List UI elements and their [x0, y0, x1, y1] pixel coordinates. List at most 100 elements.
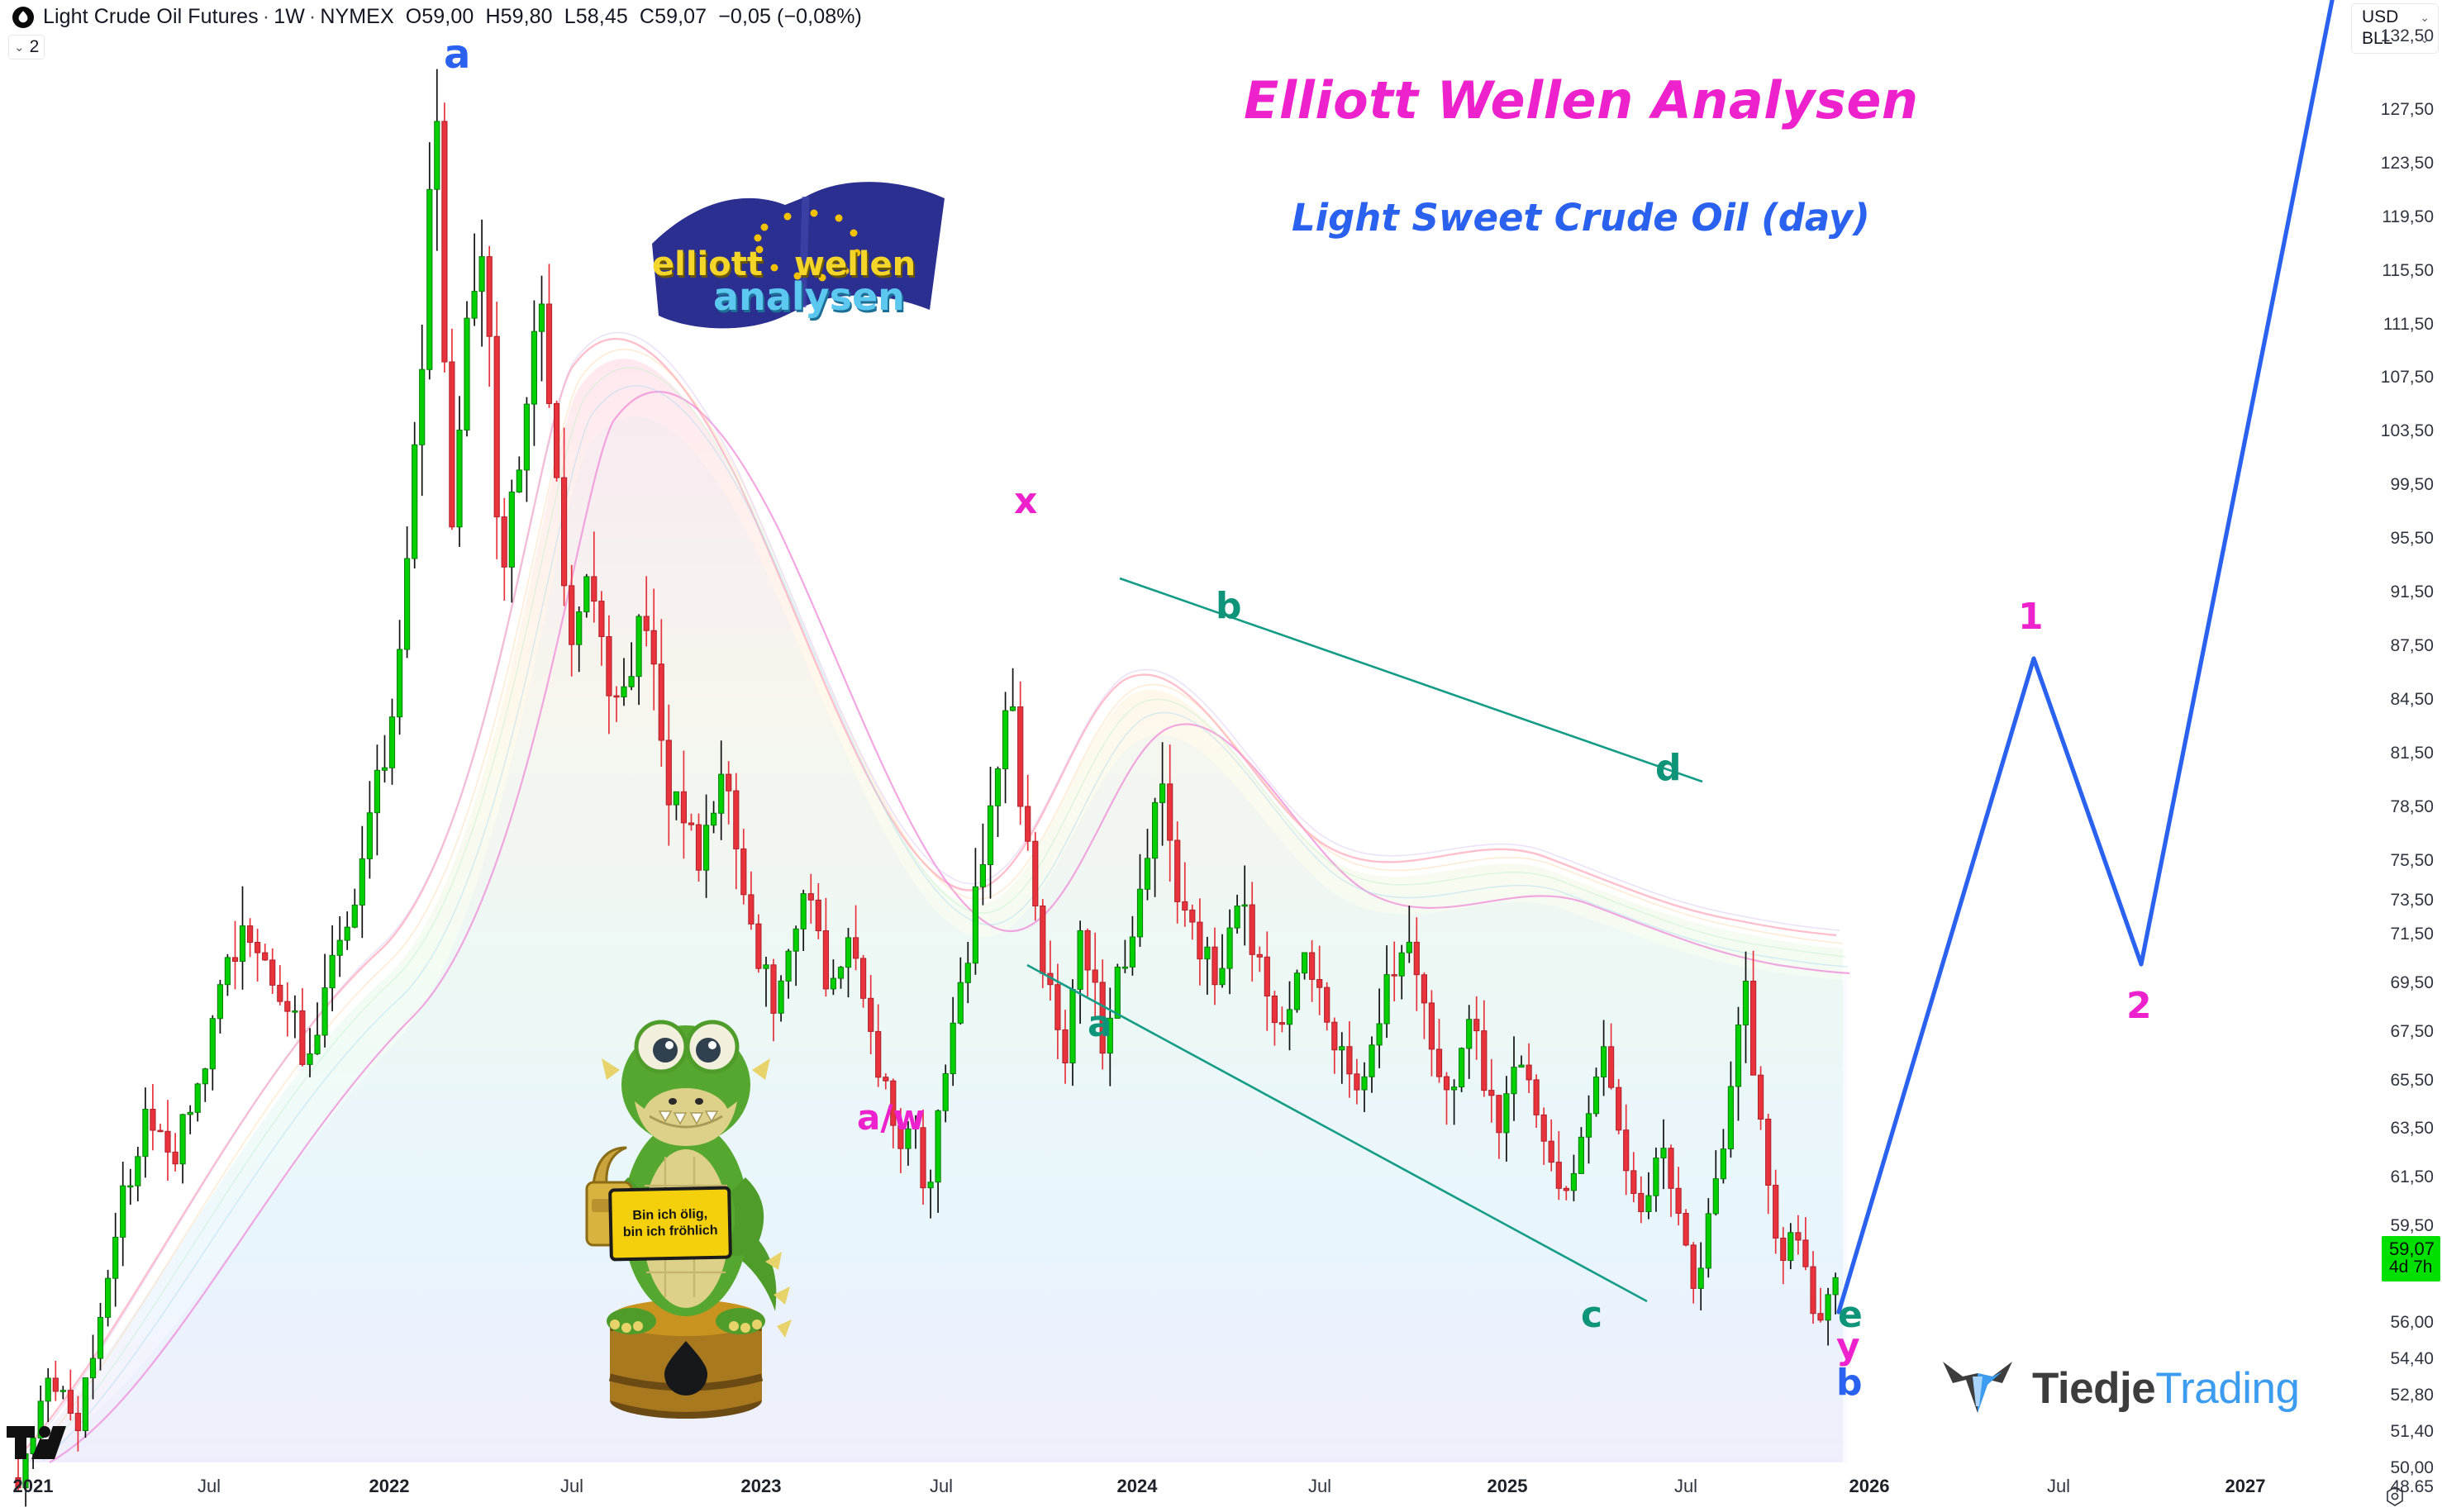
- symbol-info-line[interactable]: Light Crude Oil Futures · 1W · NYMEX O59,00 H…: [43, 5, 862, 29]
- logo-word-elliott: elliott: [652, 245, 763, 283]
- price-tick: 132,50: [2380, 26, 2434, 45]
- price-tick: 52,80: [2390, 1386, 2434, 1405]
- wave-label-c[interactable]: c: [1581, 1294, 1603, 1336]
- interval[interactable]: 1W: [274, 5, 305, 28]
- wave-label-e[interactable]: e: [1838, 1294, 1863, 1336]
- current-price-badge: 59,07 4d 7h: [2381, 1236, 2440, 1281]
- low-label: L: [564, 5, 576, 28]
- page-title: Elliott Wellen Analysen: [1244, 70, 1919, 131]
- time-tick: Jul: [1307, 1476, 1332, 1496]
- price-tick: 115,50: [2382, 261, 2434, 280]
- wave-label-1[interactable]: 1: [2018, 596, 2044, 638]
- price-tick: 84,50: [2390, 690, 2434, 709]
- tiedje-name-blue: Trading: [2155, 1363, 2300, 1413]
- time-tick: Jul: [2046, 1476, 2071, 1496]
- trendline-lower-a-c[interactable]: [1026, 963, 1648, 1303]
- chevron-down-icon[interactable]: ⌄: [2420, 31, 2430, 45]
- high-label: H: [485, 5, 501, 28]
- wave-label-2[interactable]: 2: [2126, 985, 2152, 1027]
- price-tick: 111,50: [2382, 315, 2434, 334]
- high-value: 59,80: [500, 5, 553, 28]
- wave-label-b-bottom[interactable]: b: [1836, 1362, 1863, 1404]
- trendline-upper-b-d[interactable]: [1119, 577, 1703, 783]
- bar-countdown: 4d 7h: [2388, 1258, 2433, 1277]
- price-tick: 71,50: [2390, 925, 2434, 944]
- time-tick: Jul: [1673, 1476, 1698, 1496]
- chevron-down-icon[interactable]: ⌄: [2420, 10, 2430, 24]
- price-tick: 69,50: [2390, 973, 2434, 992]
- chart-plot-area[interactable]: [0, 0, 2347, 1507]
- time-tick: Jul: [929, 1476, 954, 1496]
- price-tick: 119,50: [2382, 207, 2434, 226]
- price-tick: 61,50: [2390, 1167, 2434, 1186]
- indicator-legend-row[interactable]: ⌄ 2: [8, 35, 45, 59]
- time-tick: Jul: [197, 1476, 221, 1496]
- price-tick: 65,50: [2390, 1071, 2434, 1090]
- close-label: C: [639, 5, 655, 28]
- change-value: −0,05: [718, 5, 771, 28]
- mascot-sign: Bin ich ölig, bin ich fröhlich: [608, 1186, 732, 1262]
- wave-label-d[interactable]: d: [1655, 747, 1682, 789]
- wave-label-y[interactable]: y: [1836, 1325, 1860, 1367]
- bull-head-icon: [1943, 1362, 2012, 1413]
- price-tick: 87,50: [2390, 636, 2434, 655]
- price-tick: 51,40: [2390, 1422, 2434, 1441]
- unit-label: BLL: [2362, 29, 2393, 48]
- price-tick: 123,50: [2380, 154, 2434, 173]
- mascot-sign-line1: Bin ich ölig,: [632, 1207, 708, 1224]
- currency-selector[interactable]: USD ⌄: [2352, 7, 2438, 28]
- time-tick: 2026: [1849, 1476, 1890, 1496]
- wave-label-aw[interactable]: a/w: [857, 1097, 926, 1138]
- price-tick: 73,50: [2390, 891, 2434, 910]
- currency-label: USD: [2362, 7, 2399, 26]
- price-tick: 50,00: [2390, 1458, 2434, 1477]
- oil-barrel-icon: [608, 1300, 764, 1419]
- price-tick: 81,50: [2390, 744, 2434, 763]
- price-tick: 78,50: [2390, 797, 2434, 816]
- chart-header: Light Crude Oil Futures · 1W · NYMEX O59,00 H…: [12, 5, 862, 29]
- tradingview-logo-icon: [7, 1426, 66, 1459]
- time-tick: 2023: [740, 1476, 782, 1496]
- symbol-name[interactable]: Light Crude Oil Futures: [43, 5, 259, 28]
- time-axis[interactable]: 2021 Jul 2022 Jul 2023 Jul 2024 Jul 2025 Jul 2026 J…: [0, 1462, 2347, 1512]
- time-tick: 2021: [12, 1476, 54, 1496]
- logo-word-analysen-shadow: analysen: [715, 277, 907, 321]
- open-label: O: [405, 5, 422, 28]
- time-tick: 2025: [1487, 1476, 1528, 1496]
- tiedje-trading-logo: TiedjeTrading: [1938, 1351, 2300, 1425]
- close-value: 59,07: [655, 5, 707, 28]
- axis-settings-icon[interactable]: [2384, 1486, 2406, 1507]
- price-tick: 103,50: [2380, 421, 2434, 440]
- wave-label-b[interactable]: b: [1216, 585, 1242, 627]
- unit-selector[interactable]: BLL ⌄: [2352, 28, 2438, 50]
- low-value: 58,45: [575, 5, 628, 28]
- open-value: 59,00: [421, 5, 474, 28]
- chevron-down-icon[interactable]: ⌄: [14, 40, 25, 55]
- eu-stars-icon: [754, 209, 861, 282]
- forecast-projection-path[interactable]: [1836, 0, 2339, 1315]
- exchange[interactable]: NYMEX: [320, 5, 394, 28]
- price-tick: 63,50: [2390, 1119, 2434, 1138]
- logo-word-wellen-shadow: wellen: [796, 248, 917, 286]
- logo-word-elliott-shadow: elliott: [654, 248, 764, 286]
- price-tick: 54,40: [2390, 1349, 2434, 1368]
- price-axis[interactable]: USD ⌄ BLL ⌄ 132,50 127,50 123,50 119,50 115,…: [2346, 0, 2442, 1512]
- price-tick: 75,50: [2390, 851, 2434, 870]
- time-tick: 2024: [1116, 1476, 1158, 1496]
- price-tick: 91,50: [2390, 582, 2434, 601]
- logo-word-analysen: analysen: [713, 274, 905, 319]
- wave-label-a-lower[interactable]: a: [1088, 1003, 1112, 1045]
- mascot-sign-line2: bin ich fröhlich: [622, 1223, 718, 1240]
- unit-selector-box[interactable]: USD ⌄ BLL ⌄: [2351, 3, 2439, 54]
- candlestick-series: [15, 69, 1839, 1507]
- price-tick: 107,50: [2380, 368, 2434, 387]
- sep-2: ·: [308, 5, 317, 28]
- wave-label-a-top[interactable]: a: [444, 31, 471, 78]
- sep-1: ·: [262, 5, 270, 28]
- wave-label-x[interactable]: x: [1014, 480, 1038, 522]
- time-tick: 2027: [2225, 1476, 2266, 1496]
- price-tick: 95,50: [2390, 529, 2434, 548]
- change-percent: (−0,08%): [777, 5, 862, 28]
- elliott-wellen-analysen-logo: elliott elliott wellen wellen analysen a…: [640, 165, 971, 368]
- price-tick: 59,50: [2390, 1216, 2434, 1235]
